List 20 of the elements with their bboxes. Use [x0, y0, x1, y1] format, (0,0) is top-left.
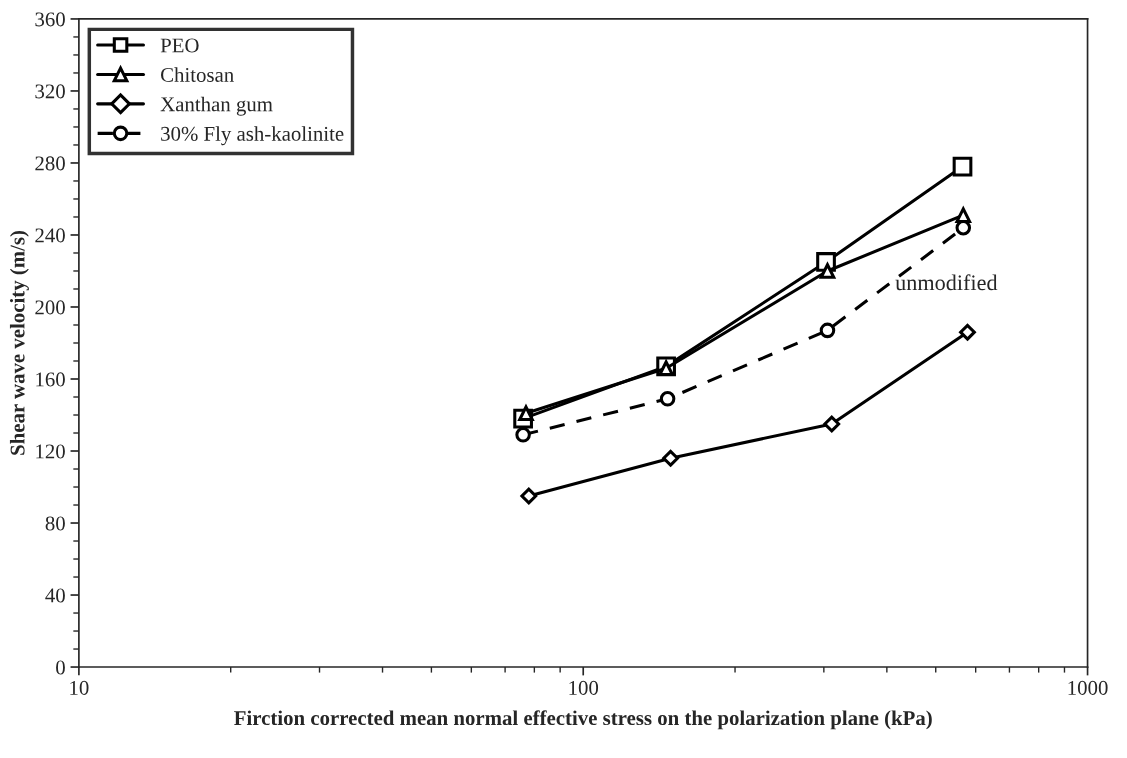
legend-label: PEO	[160, 38, 199, 53]
annotation: unmodified	[895, 274, 998, 291]
legend-label: Chitosan	[161, 67, 234, 82]
y-tick-label: 120	[36, 444, 65, 459]
legend-label: 30% Fly ash-kaolinite	[161, 126, 344, 146]
x-tick-label: 100	[569, 680, 599, 695]
y-tick-label: 200	[35, 300, 65, 315]
legend-label: Xanthan gum	[160, 96, 273, 116]
y-tick-label: 280	[35, 156, 65, 171]
y-tick-label: 40	[45, 588, 65, 603]
x-tick-label: 10	[70, 680, 89, 695]
y-tick-label: 160	[36, 372, 65, 387]
y-tick-label: 320	[35, 84, 65, 99]
y-tick-label: 80	[45, 516, 65, 531]
y-tick-label: 360	[35, 12, 65, 27]
x-axis-title: Firction corrected mean normal effective stress on the polarization plane (kPa)	[234, 710, 932, 730]
y-tick-label: 0	[56, 660, 65, 675]
y-tick-label: 240	[35, 228, 65, 243]
y-axis-title: Shear wave velocity (m/s)	[9, 230, 29, 455]
x-tick-label: 1000	[1068, 680, 1108, 695]
